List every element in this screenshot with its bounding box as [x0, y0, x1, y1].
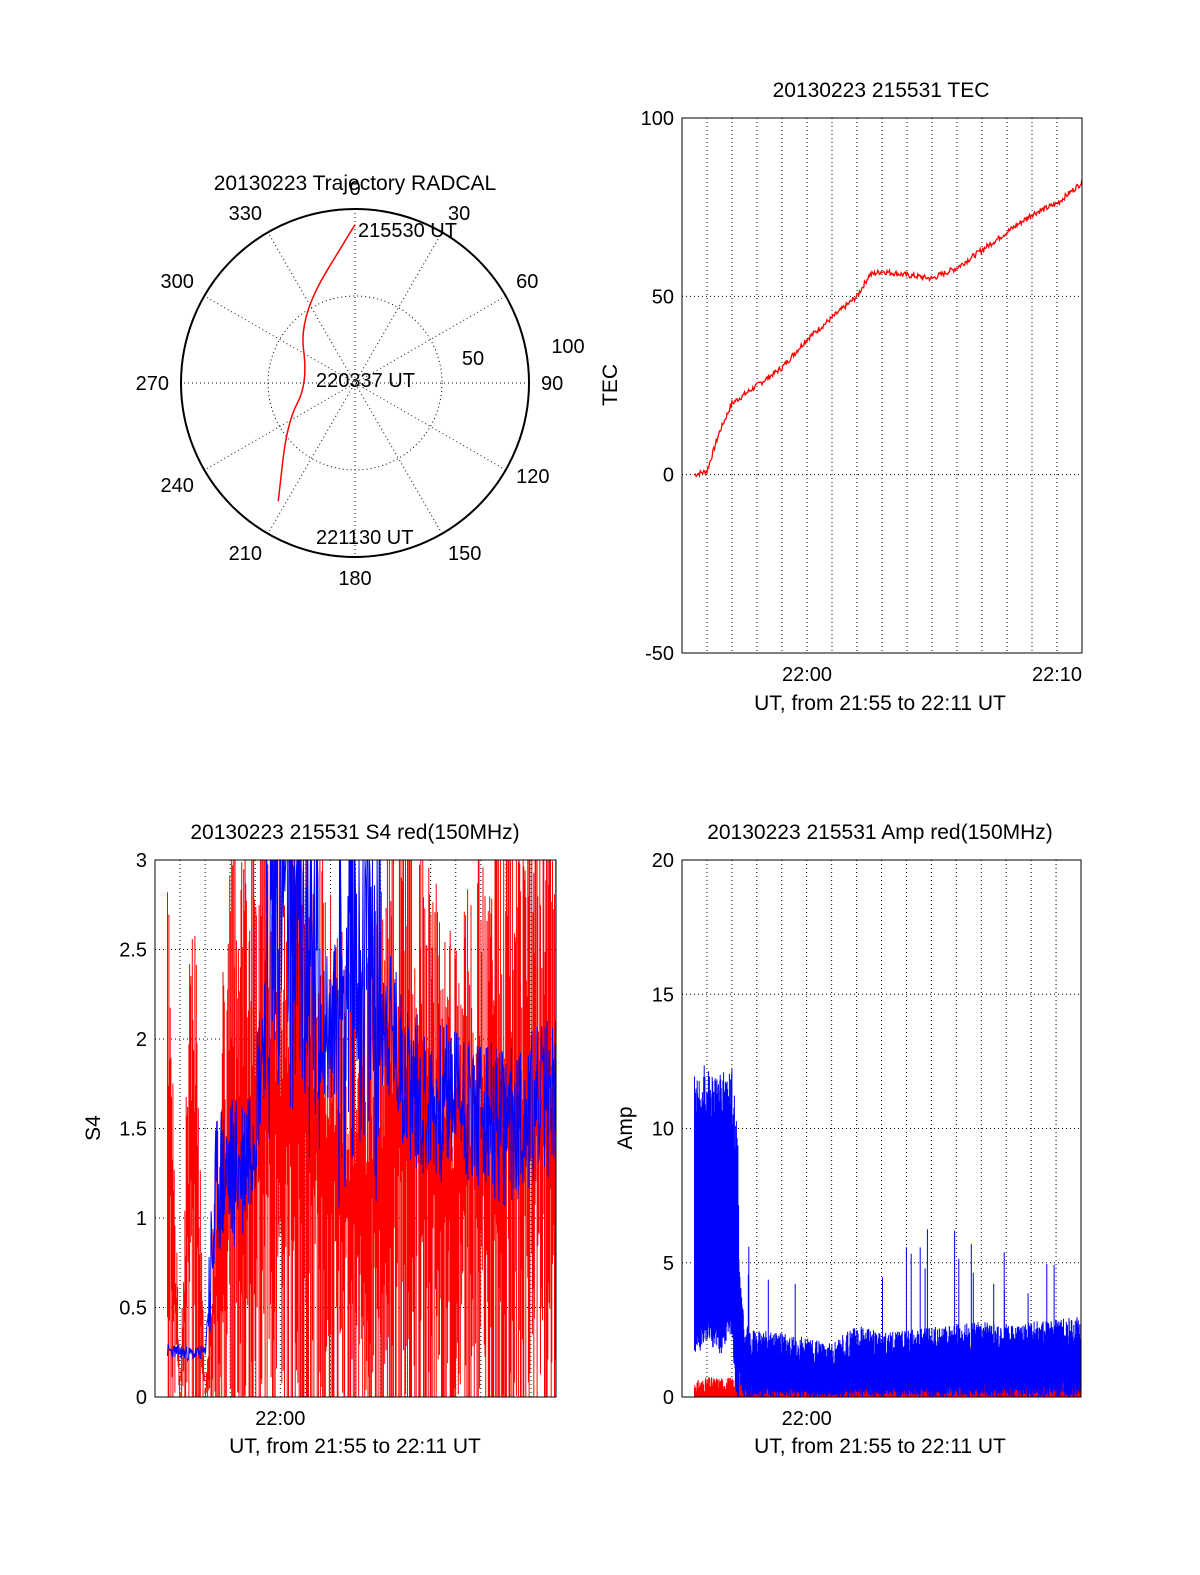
amp-tick-labels: 20 15 10 5 0 22:00	[652, 850, 832, 1430]
s4-ytick-label: 2	[136, 1029, 147, 1051]
s4-xtick-label: 22:00	[255, 1408, 305, 1430]
tec-xtick-label: 22:10	[1032, 664, 1082, 686]
amp-ytick-label: 15	[652, 984, 674, 1006]
amp-xtick-label: 22:00	[782, 1408, 832, 1430]
s4-ytick-label: 1	[136, 1208, 147, 1230]
amp-ytick-label: 20	[652, 850, 674, 872]
polar-azimuth-labels: 0 30 60 90 120 150 180 210 240 270 300 330	[136, 178, 564, 590]
amp-xlabel: UT, from 21:55 to 22:11 UT	[754, 1435, 1006, 1458]
polar-azimuth-label: 180	[338, 568, 371, 590]
tec-grid	[682, 118, 1082, 653]
s4-title: 20130223 215531 S4 red(150MHz)	[190, 821, 519, 844]
s4-panel: 20130223 215531 S4 red(150MHz) 3 2.5 2 1.5 1…	[82, 821, 557, 1458]
tec-plot-frame	[681, 117, 1083, 654]
polar-radius-label-50: 50	[462, 348, 484, 370]
tec-ytick-label: 0	[663, 465, 674, 487]
trajectory-end-label: 221130 UT	[316, 527, 413, 549]
polar-azimuth-label: 120	[516, 466, 549, 488]
amp-blue-series-line	[694, 1065, 1082, 1397]
tec-xlabel: UT, from 21:55 to 22:11 UT	[754, 692, 1006, 715]
s4-blue-series-line	[167, 859, 557, 1362]
s4-ytick-label: 0	[136, 1387, 147, 1409]
s4-ytick-label: 1.5	[119, 1119, 147, 1141]
amp-ytick-label: 10	[652, 1119, 674, 1141]
polar-azimuth-label: 300	[161, 271, 194, 293]
polar-azimuth-label: 240	[161, 475, 194, 497]
s4-ytick-label: 2.5	[119, 940, 147, 962]
polar-azimuth-label: 150	[448, 543, 481, 565]
polar-azimuth-label: 30	[448, 203, 470, 225]
trajectory-track	[277, 224, 356, 502]
amp-ytick-label: 5	[663, 1253, 674, 1275]
tec-ytick-label: 100	[641, 108, 674, 130]
s4-ytick-label: 0.5	[119, 1298, 147, 1320]
polar-azimuth-label: 60	[516, 271, 538, 293]
s4-xlabel: UT, from 21:55 to 22:11 UT	[229, 1435, 481, 1458]
s4-tick-labels: 3 2.5 2 1.5 1 0.5 0 22:00	[119, 850, 305, 1430]
amp-panel: 20130223 215531 Amp red(150MHz) 20 15 10 5 0…	[614, 821, 1082, 1458]
tec-ylabel: TEC	[599, 364, 622, 406]
s4-ytick-label: 3	[136, 850, 147, 872]
trajectory-start-label: 215530 UT	[358, 220, 457, 242]
amp-plot-frame	[681, 859, 1082, 1398]
amp-ytick-label: 0	[663, 1387, 674, 1409]
polar-azimuth-label: 270	[136, 373, 169, 395]
s4-ylabel: S4	[82, 1115, 105, 1141]
polar-azimuth-label: 210	[229, 543, 262, 565]
trajectory-mid-label: 220337 UT	[316, 370, 415, 392]
trajectory-title: 20130223 Trajectory RADCAL	[214, 172, 497, 195]
amp-ylabel: Amp	[614, 1106, 637, 1149]
polar-azimuth-label: 0	[349, 178, 360, 200]
trajectory-panel: 20130223 Trajectory RADCAL 0 30 60 90 120 150…	[136, 172, 585, 590]
s4-plot-frame	[154, 859, 557, 1398]
tec-xtick-label: 22:00	[782, 664, 832, 686]
tec-ytick-label: 50	[652, 286, 674, 308]
tec-ytick-label: -50	[645, 643, 674, 665]
tec-title: 20130223 215531 TEC	[773, 79, 990, 102]
polar-radius-label-100: 100	[551, 336, 584, 358]
tec-series-line	[694, 179, 1083, 479]
amp-title: 20130223 215531 Amp red(150MHz)	[707, 821, 1053, 844]
polar-azimuth-label: 90	[541, 373, 563, 395]
polar-azimuth-label: 330	[229, 203, 262, 225]
tec-tick-labels: 100 50 0 -50 22:00 22:10	[641, 108, 1082, 686]
